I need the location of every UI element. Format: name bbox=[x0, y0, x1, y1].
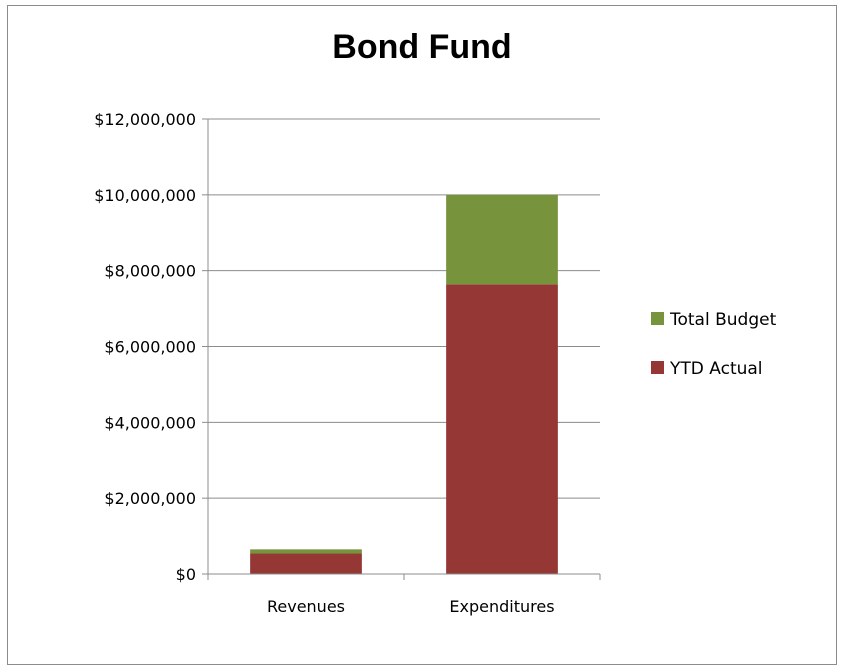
y-tick-label: $8,000,000 bbox=[104, 262, 196, 281]
axes bbox=[202, 118, 601, 580]
bars bbox=[250, 194, 558, 574]
bar-total-budget-revenues bbox=[250, 549, 362, 554]
legend: Total Budget YTD Actual bbox=[651, 310, 777, 379]
y-tick-label: $4,000,000 bbox=[104, 413, 196, 432]
x-axis-labels: Revenues Expenditures bbox=[267, 597, 555, 616]
legend-swatch bbox=[651, 361, 664, 374]
y-tick-label: $6,000,000 bbox=[104, 338, 196, 357]
bar-ytd-actual-revenues bbox=[250, 553, 362, 574]
chart-title: Bond Fund bbox=[332, 28, 511, 66]
bar-total-budget-expenditures bbox=[446, 194, 558, 285]
y-tick-label: $0 bbox=[176, 565, 196, 584]
x-tick-label: Revenues bbox=[267, 597, 345, 616]
x-tick-label: Expenditures bbox=[449, 597, 554, 616]
y-tick-label: $12,000,000 bbox=[94, 110, 196, 129]
legend-label: Total Budget bbox=[669, 310, 777, 330]
y-axis-ticks: $0 $2,000,000 $4,000,000 $6,000,000 $8,000,0… bbox=[94, 110, 196, 584]
chart-frame bbox=[7, 5, 837, 665]
bar-ytd-actual-expenditures bbox=[446, 284, 558, 574]
y-tick-label: $2,000,000 bbox=[104, 489, 196, 508]
legend-swatch bbox=[651, 312, 664, 325]
y-tick-label: $10,000,000 bbox=[94, 186, 196, 205]
legend-label: YTD Actual bbox=[669, 359, 763, 379]
